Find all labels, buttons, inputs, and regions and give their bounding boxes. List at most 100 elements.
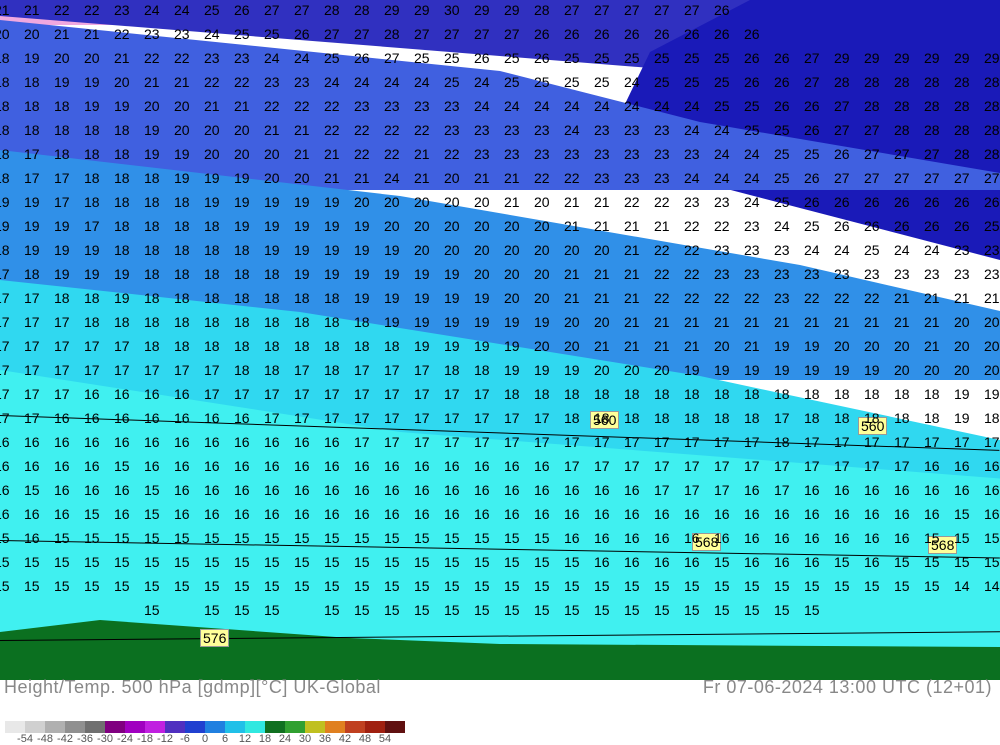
grid-value: 17 <box>414 434 430 450</box>
grid-value: 28 <box>324 2 340 18</box>
grid-value: 19 <box>114 98 130 114</box>
grid-value: 22 <box>354 122 370 138</box>
grid-value: 20 <box>264 146 280 162</box>
grid-value: 27 <box>864 146 880 162</box>
grid-value: 17 <box>24 338 40 354</box>
grid-value: 20 <box>564 242 580 258</box>
grid-value: 20 <box>504 218 520 234</box>
grid-value: 18 <box>564 410 580 426</box>
grid-value: 22 <box>834 290 850 306</box>
grid-value: 16 <box>54 434 70 450</box>
grid-value: 16 <box>84 386 100 402</box>
grid-value: 16 <box>744 554 760 570</box>
grid-value: 27 <box>414 26 430 42</box>
grid-value: 15 <box>114 578 130 594</box>
grid-value: 16 <box>774 554 790 570</box>
grid-value: 16 <box>654 554 670 570</box>
grid-value: 17 <box>444 386 460 402</box>
weather-map: 560560568568576 212122222324242526272728… <box>0 0 1000 680</box>
grid-value: 16 <box>204 434 220 450</box>
grid-value: 17 <box>564 434 580 450</box>
grid-value: 20 <box>534 290 550 306</box>
grid-value: 21 <box>924 314 940 330</box>
colorbar-segment <box>225 721 245 733</box>
grid-value: 28 <box>984 74 1000 90</box>
grid-value: 16 <box>954 458 970 474</box>
grid-value: 22 <box>714 290 730 306</box>
grid-value: 28 <box>534 2 550 18</box>
grid-value: 24 <box>594 98 610 114</box>
grid-value: 15 <box>24 482 40 498</box>
grid-value: 29 <box>984 50 1000 66</box>
grid-value: 17 <box>684 434 700 450</box>
grid-value: 17 <box>684 458 700 474</box>
grid-value: 27 <box>324 26 340 42</box>
grid-value: 15 <box>564 578 580 594</box>
grid-value: 18 <box>834 386 850 402</box>
grid-value: 17 <box>24 170 40 186</box>
grid-value: 25 <box>594 74 610 90</box>
colorbar-tick-label: -18 <box>135 733 155 745</box>
grid-value: 17 <box>0 314 10 330</box>
grid-value: 15 <box>264 602 280 618</box>
grid-value: 20 <box>594 314 610 330</box>
grid-value: 18 <box>324 314 340 330</box>
grid-value: 25 <box>714 74 730 90</box>
grid-value: 16 <box>894 530 910 546</box>
grid-value: 18 <box>534 386 550 402</box>
grid-value: 25 <box>654 50 670 66</box>
grid-value: 21 <box>324 170 340 186</box>
grid-value: 20 <box>384 194 400 210</box>
grid-value: 16 <box>834 530 850 546</box>
grid-value: 17 <box>804 434 820 450</box>
grid-value: 17 <box>804 458 820 474</box>
grid-value: 20 <box>354 194 370 210</box>
grid-value: 15 <box>384 530 400 546</box>
grid-value: 15 <box>534 578 550 594</box>
grid-value: 15 <box>54 578 70 594</box>
grid-value: 20 <box>474 194 490 210</box>
grid-value: 23 <box>684 194 700 210</box>
grid-value: 27 <box>834 170 850 186</box>
grid-value: 29 <box>474 2 490 18</box>
grid-value: 18 <box>744 386 760 402</box>
grid-value: 15 <box>324 530 340 546</box>
grid-value: 15 <box>954 506 970 522</box>
grid-value: 27 <box>924 146 940 162</box>
grid-value: 28 <box>834 74 850 90</box>
grid-value: 20 <box>954 314 970 330</box>
grid-value: 23 <box>714 194 730 210</box>
grid-value: 19 <box>204 170 220 186</box>
grid-value: 26 <box>834 146 850 162</box>
grid-value: 20 <box>294 170 310 186</box>
grid-value: 17 <box>714 458 730 474</box>
grid-value: 18 <box>234 314 250 330</box>
grid-value: 21 <box>24 2 40 18</box>
grid-value: 23 <box>984 242 1000 258</box>
grid-value: 16 <box>204 410 220 426</box>
grid-value: 16 <box>264 434 280 450</box>
grid-value: 19 <box>84 266 100 282</box>
grid-value: 28 <box>984 98 1000 114</box>
grid-value: 18 <box>624 386 640 402</box>
grid-value: 22 <box>414 122 430 138</box>
grid-value: 19 <box>0 218 10 234</box>
grid-value: 18 <box>924 410 940 426</box>
grid-value: 19 <box>24 50 40 66</box>
grid-value: 16 <box>234 434 250 450</box>
grid-value: 20 <box>54 50 70 66</box>
grid-value: 29 <box>954 50 970 66</box>
grid-value: 20 <box>444 194 460 210</box>
grid-value: 18 <box>594 386 610 402</box>
grid-value: 22 <box>234 74 250 90</box>
grid-value: 16 <box>84 458 100 474</box>
grid-value: 19 <box>444 266 460 282</box>
grid-value: 25 <box>234 26 250 42</box>
grid-value: 16 <box>444 482 460 498</box>
grid-value: 16 <box>324 506 340 522</box>
grid-value: 15 <box>834 578 850 594</box>
grid-value: 24 <box>324 74 340 90</box>
grid-value: 16 <box>594 482 610 498</box>
grid-value: 15 <box>144 578 160 594</box>
grid-value: 23 <box>534 146 550 162</box>
